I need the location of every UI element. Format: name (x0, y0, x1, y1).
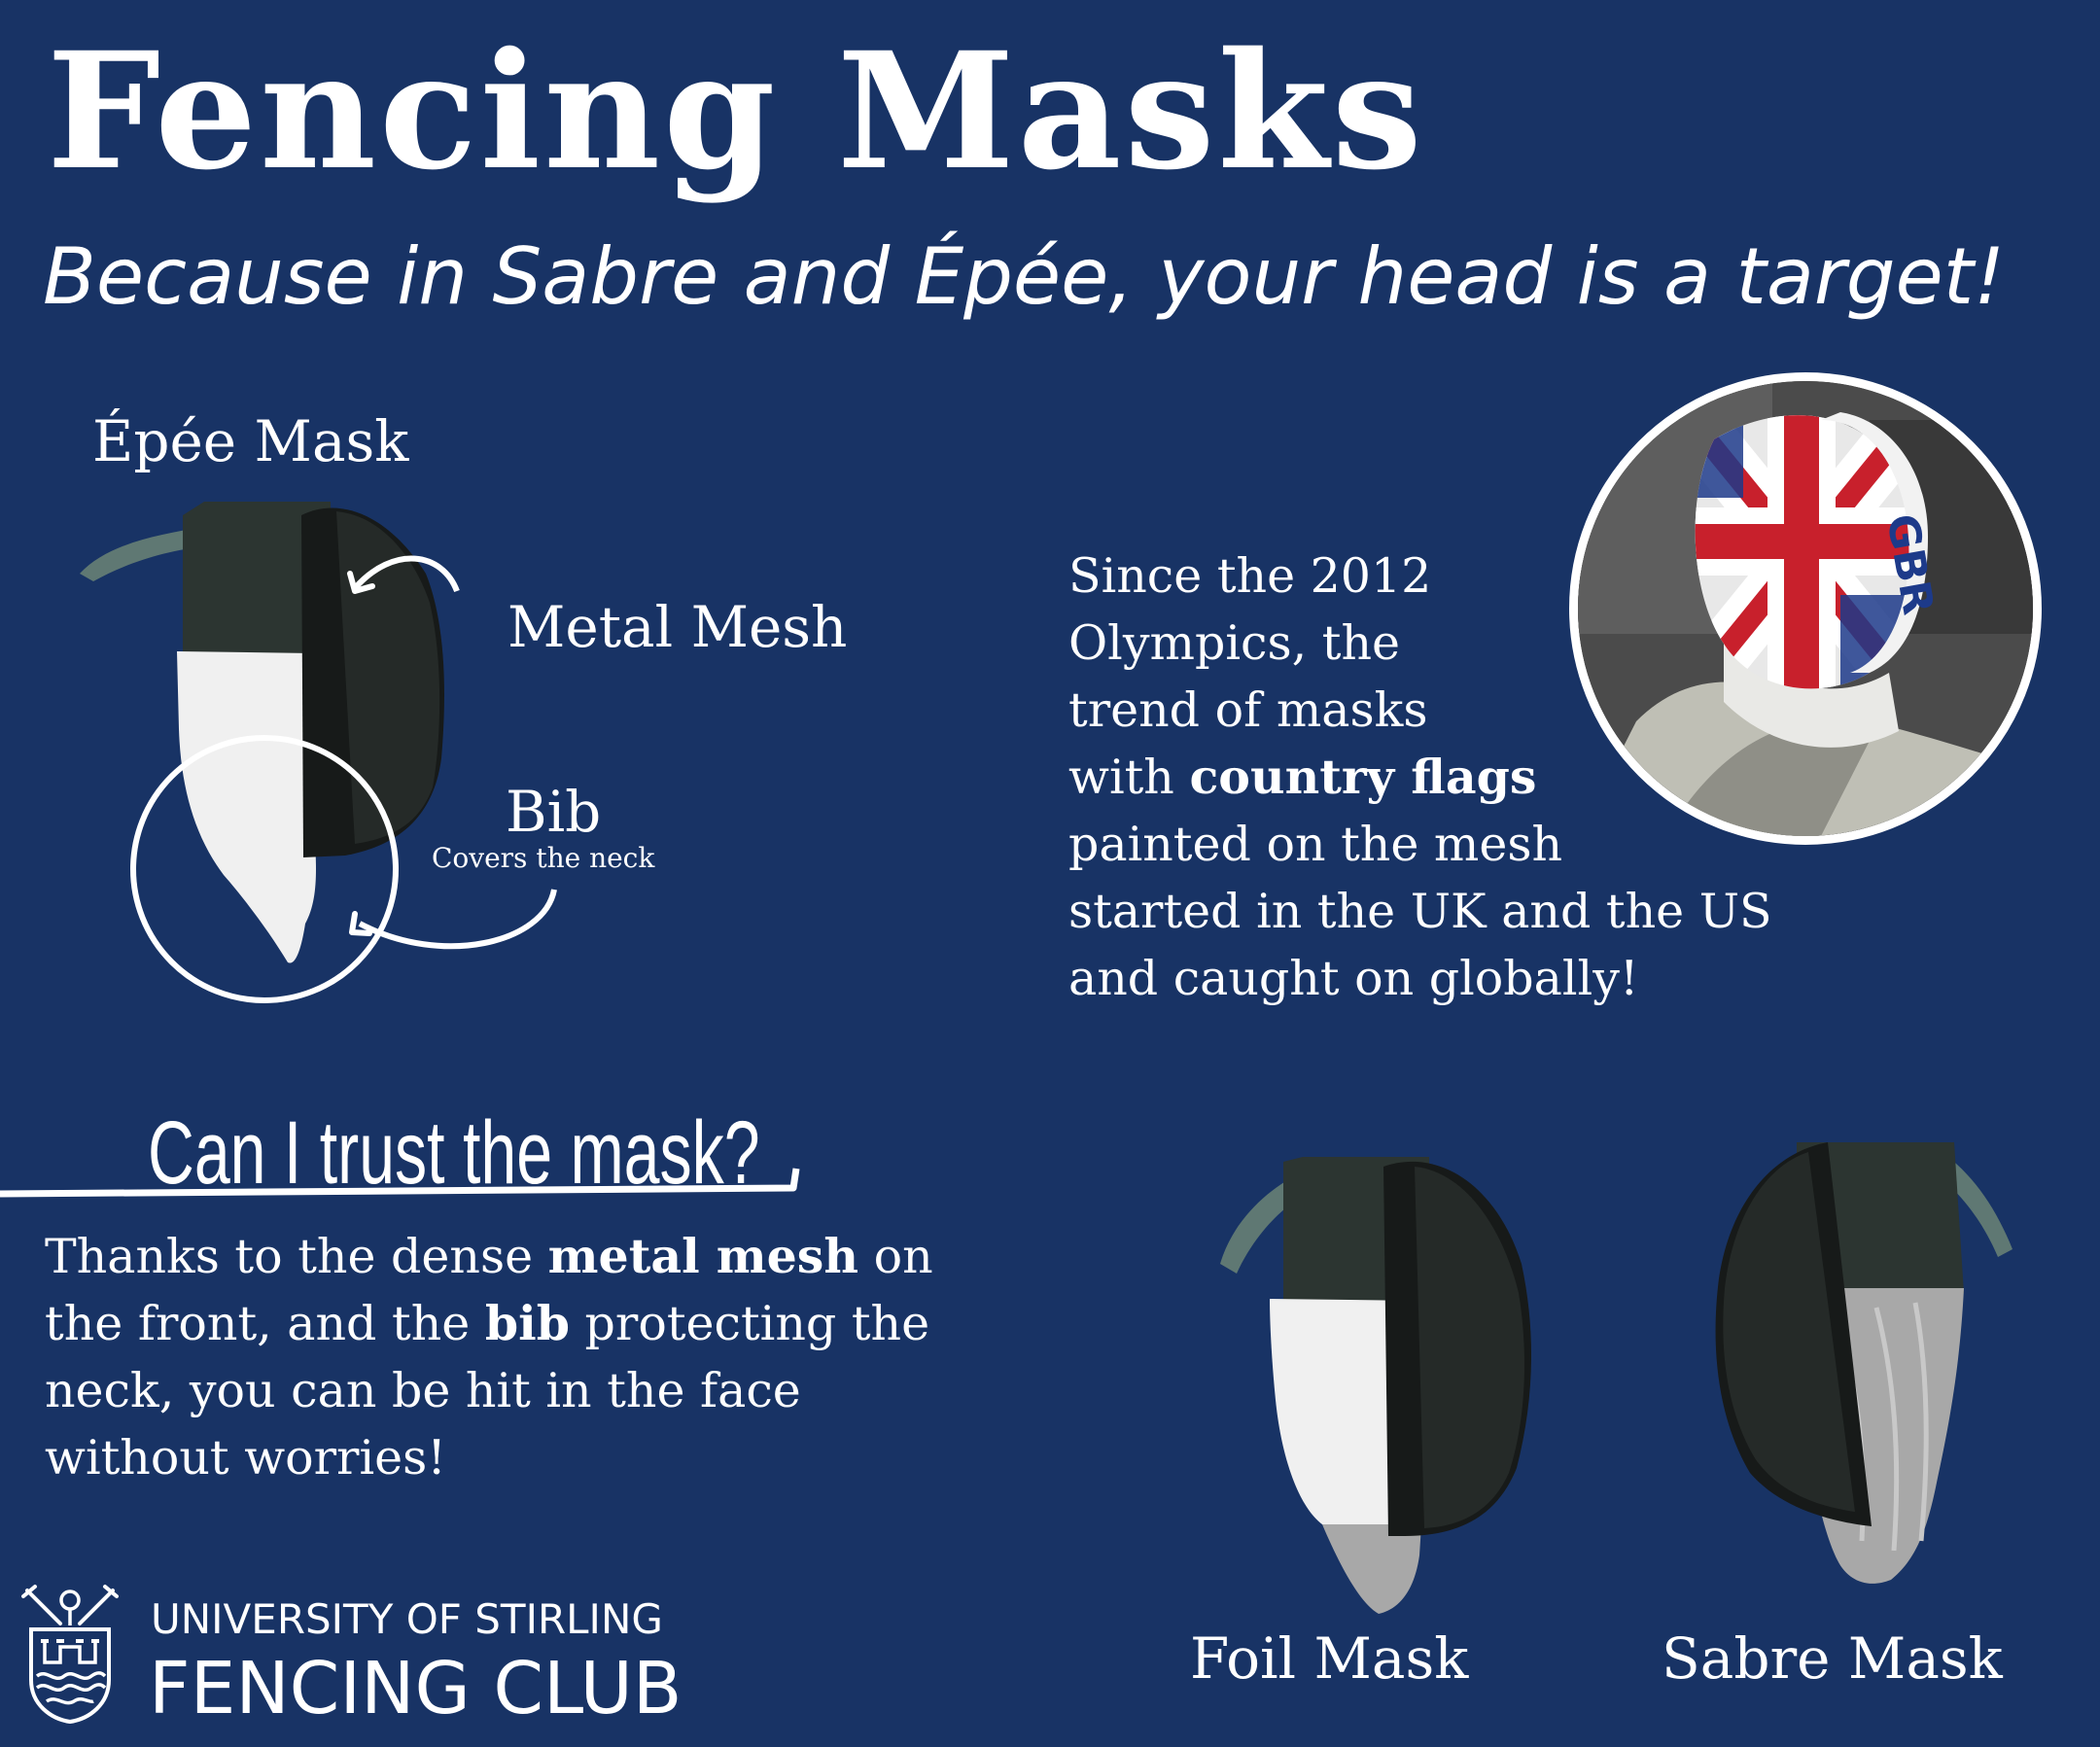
trust-question-heading: Can I trust the mask? (148, 1103, 760, 1203)
gbr-mask-illustration: GBR (1578, 381, 2033, 836)
trust-line: the front, and the bib protecting the (45, 1290, 1114, 1357)
trust-line: neck, you can be hit in the face (45, 1363, 801, 1418)
sabre-mask-label: Sabre Mask (1662, 1625, 2003, 1692)
flags-line: with country flags (1068, 744, 2041, 811)
metal-mesh-label: Metal Mesh (508, 594, 848, 660)
sabre-mask-illustration (1715, 1142, 2012, 1584)
page-title: Fencing Masks (47, 17, 1425, 205)
flags-line: and caught on globally! (1068, 951, 1639, 1006)
epee-mask-strap (80, 527, 206, 581)
gbr-mask-photo: GBR (1569, 372, 2042, 845)
question-underline (0, 1168, 800, 1198)
page-subtitle: Because in Sabre and Épée, your head is … (43, 231, 2006, 322)
flags-line: trend of masks (1068, 682, 1428, 738)
sabre-mask-mesh (1723, 1152, 1855, 1512)
bib-label: Bib (506, 779, 602, 845)
foil-mask-bib (1270, 1299, 1421, 1524)
bib-note: Covers the neck (432, 842, 655, 874)
flags-line: started in the UK and the US (1068, 884, 1772, 939)
bib-arrow-curve (358, 889, 557, 950)
foil-mask-mesh (1415, 1167, 1524, 1528)
bib-arrow-head (349, 911, 372, 936)
trust-line: Thanks to the dense metal mesh on (45, 1223, 1114, 1290)
mesh-arrow-head (347, 571, 375, 594)
trust-line: without worries! (45, 1430, 446, 1485)
flags-line: painted on the mesh (1068, 817, 1563, 872)
foil-mask-bib-lower (1322, 1524, 1421, 1614)
trust-line-bold: metal mesh (547, 1228, 858, 1284)
trust-paragraph: Thanks to the dense metal mesh on the fr… (45, 1223, 1114, 1491)
foil-mask-illustration (1220, 1157, 1532, 1614)
flags-line: Olympics, the (1068, 615, 1401, 671)
trust-line-pre: Thanks to the dense (45, 1229, 548, 1284)
epee-mask-label: Épée Mask (92, 408, 409, 474)
flags-line-pre: with (1068, 750, 1190, 805)
trust-line-post: protecting the (569, 1296, 930, 1351)
trust-line-post: on (858, 1229, 933, 1284)
flags-paragraph: Since the 2012 Olympics, the trend of ma… (1068, 542, 2041, 1012)
trust-line-bold: bib (484, 1295, 570, 1351)
club-name-line1: UNIVERSITY OF STIRLING (151, 1595, 663, 1643)
epee-mask-diagram (80, 502, 557, 1003)
trust-line-pre: the front, and the (45, 1296, 485, 1351)
epee-mask-mesh (336, 511, 440, 844)
foil-mask-label: Foil Mask (1190, 1625, 1469, 1692)
club-crest-icon (21, 1585, 119, 1724)
mesh-arrow-curve (352, 555, 460, 593)
flags-line-bold: country flags (1189, 749, 1537, 805)
epee-mask-shell (183, 502, 332, 656)
epee-mask-bib (177, 651, 316, 963)
flags-line: Since the 2012 (1068, 548, 1432, 604)
bib-highlight-circle (130, 735, 399, 1003)
club-name-line2: FENCING CLUB (149, 1647, 682, 1730)
